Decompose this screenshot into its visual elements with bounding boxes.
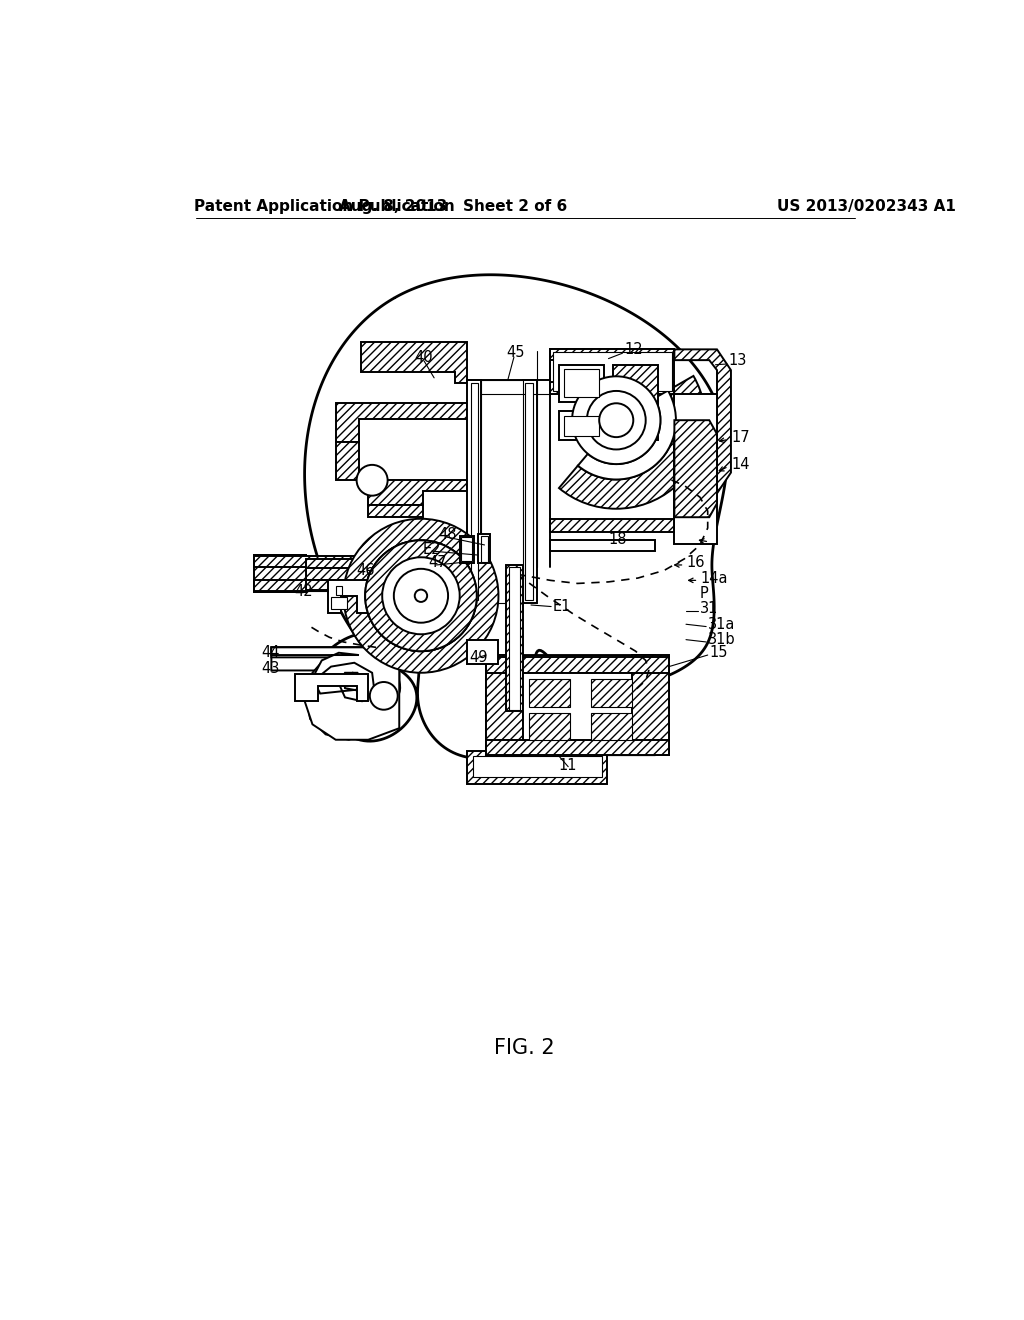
- Text: 31b: 31b: [708, 632, 735, 647]
- Bar: [471, 383, 478, 601]
- Bar: [592, 678, 632, 706]
- Text: 17: 17: [731, 429, 750, 445]
- Bar: [336, 586, 342, 595]
- Bar: [550, 350, 675, 395]
- Polygon shape: [550, 381, 675, 395]
- Bar: [461, 537, 472, 561]
- Polygon shape: [304, 275, 727, 759]
- Text: 13: 13: [729, 352, 746, 368]
- Bar: [306, 558, 455, 568]
- Polygon shape: [254, 556, 455, 566]
- Bar: [529, 678, 569, 706]
- Text: 49: 49: [469, 649, 487, 665]
- Polygon shape: [295, 675, 369, 701]
- Polygon shape: [271, 647, 399, 739]
- Circle shape: [415, 590, 427, 602]
- Text: Aug. 8, 2013   Sheet 2 of 6: Aug. 8, 2013 Sheet 2 of 6: [339, 198, 567, 214]
- Polygon shape: [632, 655, 669, 755]
- Polygon shape: [675, 420, 717, 517]
- Bar: [480, 536, 487, 562]
- Text: US 2013/0202343 A1: US 2013/0202343 A1: [777, 198, 956, 214]
- Bar: [592, 713, 632, 739]
- Text: 45: 45: [506, 345, 524, 360]
- Text: 15: 15: [710, 645, 728, 660]
- Polygon shape: [486, 655, 669, 755]
- Text: 14: 14: [731, 457, 750, 473]
- Bar: [613, 364, 658, 441]
- Text: 31a: 31a: [708, 616, 735, 632]
- Circle shape: [356, 465, 388, 495]
- Bar: [506, 565, 523, 711]
- Text: 47: 47: [429, 556, 447, 570]
- Circle shape: [572, 376, 660, 465]
- Bar: [559, 411, 604, 441]
- Text: 43: 43: [261, 660, 280, 676]
- Polygon shape: [486, 657, 669, 673]
- Polygon shape: [550, 540, 655, 552]
- Text: P: P: [700, 586, 709, 601]
- Bar: [529, 713, 569, 739]
- Text: 48: 48: [438, 527, 457, 541]
- Text: 16: 16: [686, 556, 705, 570]
- Bar: [460, 536, 474, 562]
- Bar: [473, 756, 601, 777]
- Wedge shape: [559, 376, 706, 508]
- Polygon shape: [254, 581, 455, 591]
- Bar: [254, 554, 306, 591]
- Bar: [523, 673, 632, 739]
- Text: 11: 11: [559, 758, 578, 772]
- Bar: [553, 352, 672, 391]
- Bar: [675, 395, 717, 544]
- Bar: [481, 380, 523, 603]
- Text: 44: 44: [261, 645, 280, 660]
- Bar: [331, 597, 346, 609]
- Circle shape: [370, 682, 397, 710]
- Text: 46: 46: [356, 562, 375, 578]
- Polygon shape: [486, 739, 669, 755]
- Polygon shape: [369, 480, 467, 506]
- Polygon shape: [550, 350, 675, 360]
- Polygon shape: [550, 519, 675, 532]
- Text: 40: 40: [415, 350, 433, 364]
- Polygon shape: [486, 655, 523, 755]
- Bar: [306, 581, 455, 590]
- Bar: [509, 566, 520, 710]
- Bar: [563, 370, 599, 397]
- Text: 31: 31: [700, 602, 718, 616]
- Text: E2: E2: [423, 543, 441, 557]
- Text: 42: 42: [295, 583, 313, 599]
- Circle shape: [394, 569, 449, 623]
- Polygon shape: [271, 647, 399, 739]
- Wedge shape: [343, 519, 499, 673]
- Bar: [478, 535, 489, 564]
- Bar: [524, 383, 532, 601]
- Polygon shape: [336, 442, 359, 480]
- Bar: [559, 364, 604, 401]
- Text: 12: 12: [624, 342, 643, 356]
- Text: 14a: 14a: [700, 570, 727, 586]
- Bar: [523, 380, 538, 603]
- Bar: [467, 380, 481, 603]
- Polygon shape: [369, 506, 423, 517]
- Circle shape: [366, 540, 477, 651]
- Wedge shape: [578, 391, 676, 479]
- Wedge shape: [366, 540, 477, 651]
- Circle shape: [587, 391, 646, 449]
- Text: E1: E1: [553, 599, 571, 614]
- Polygon shape: [360, 342, 467, 383]
- Circle shape: [599, 404, 633, 437]
- Polygon shape: [675, 350, 731, 494]
- Text: FIG. 2: FIG. 2: [495, 1038, 555, 1057]
- Bar: [563, 416, 599, 436]
- Text: 18: 18: [608, 532, 627, 546]
- Bar: [467, 751, 607, 784]
- Bar: [467, 640, 499, 664]
- Polygon shape: [328, 581, 370, 612]
- Polygon shape: [336, 404, 467, 442]
- Polygon shape: [271, 647, 399, 730]
- Bar: [306, 565, 499, 590]
- Text: Patent Application Publication: Patent Application Publication: [194, 198, 455, 214]
